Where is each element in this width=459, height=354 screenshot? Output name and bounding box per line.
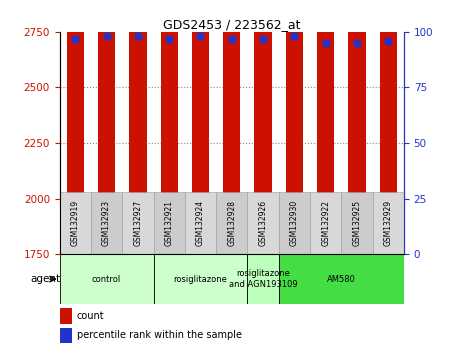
Bar [223,0,241,255]
Text: rosiglitazone
and AGN193109: rosiglitazone and AGN193109 [229,269,297,289]
Point [197,34,204,39]
Bar [254,0,272,255]
Text: GSM132923: GSM132923 [102,200,111,246]
Text: GSM132928: GSM132928 [227,200,236,246]
Text: percentile rank within the sample: percentile rank within the sample [77,331,242,341]
Text: AM580: AM580 [327,275,356,284]
Point [385,38,392,44]
Bar [286,0,303,255]
Text: control: control [92,275,121,284]
Title: GDS2453 / 223562_at: GDS2453 / 223562_at [163,18,301,31]
Bar [380,0,397,255]
Point [259,36,267,41]
Bar [60,327,72,343]
Point [166,36,173,41]
Point [228,36,235,41]
Bar [192,0,209,255]
Bar [154,255,247,304]
Point [103,34,110,39]
Bar [216,192,247,255]
Point [72,36,79,41]
Bar [185,192,216,255]
Bar [154,192,185,255]
Bar [122,192,154,255]
Bar [67,0,84,255]
Bar [98,0,115,255]
Bar [91,192,122,255]
Bar [60,192,91,255]
Bar [279,255,404,304]
Text: GSM132925: GSM132925 [353,200,362,246]
Text: rosiglitazone: rosiglitazone [174,275,228,284]
Text: GSM132919: GSM132919 [71,200,80,246]
Bar [161,0,178,255]
Bar [310,192,341,255]
Text: GSM132930: GSM132930 [290,200,299,246]
Point [322,40,330,46]
Bar [317,0,334,255]
Text: GSM132926: GSM132926 [258,200,268,246]
Text: agent: agent [30,274,60,284]
Bar [247,192,279,255]
Bar [348,0,365,255]
Bar [341,192,373,255]
Bar [60,308,72,324]
Bar [129,0,146,255]
Point [134,34,141,39]
Text: GSM132924: GSM132924 [196,200,205,246]
Bar [373,192,404,255]
Text: GSM132927: GSM132927 [134,200,142,246]
Bar [60,255,154,304]
Text: GSM132922: GSM132922 [321,200,330,246]
Point [291,34,298,39]
Text: GSM132921: GSM132921 [165,200,174,246]
Bar [247,255,279,304]
Text: GSM132929: GSM132929 [384,200,393,246]
Text: count: count [77,311,105,321]
Point [353,40,361,46]
Bar [279,192,310,255]
